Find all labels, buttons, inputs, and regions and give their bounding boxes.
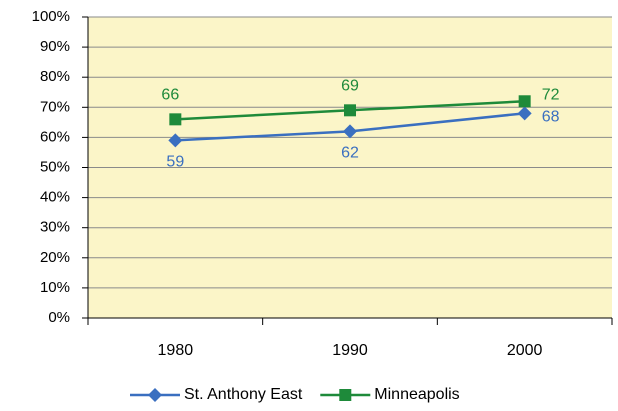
marker [169,113,182,126]
data-label: 69 [341,78,359,95]
data-label: 66 [161,87,179,104]
y-tick-label: 40% [40,189,70,206]
y-tick-label: 80% [40,68,70,85]
data-label: 68 [542,109,560,126]
y-tick-label: 20% [40,249,70,266]
y-tick-label: 10% [40,279,70,296]
x-tick-label: 2000 [507,342,543,359]
x-tick-label: 1980 [158,342,194,359]
y-tick-label: 60% [40,128,70,145]
y-tick-label: 70% [40,98,70,115]
y-tick-label: 0% [48,309,70,326]
y-tick-label: 30% [40,219,70,236]
y-tick-label: 90% [40,38,70,55]
marker [518,95,531,108]
legend-label: St. Anthony East [184,386,303,403]
y-tick-label: 50% [40,158,70,175]
data-label: 72 [542,86,560,103]
marker [168,133,183,148]
marker [343,124,357,139]
marker [517,106,532,121]
data-label: 62 [341,145,359,162]
marker [344,104,356,117]
marker [339,389,352,401]
legend-label: Minneapolis [374,386,459,403]
data-label: 59 [166,154,184,171]
x-tick-label: 1990 [332,342,368,359]
marker [148,388,162,402]
y-tick-label: 100% [32,8,70,25]
